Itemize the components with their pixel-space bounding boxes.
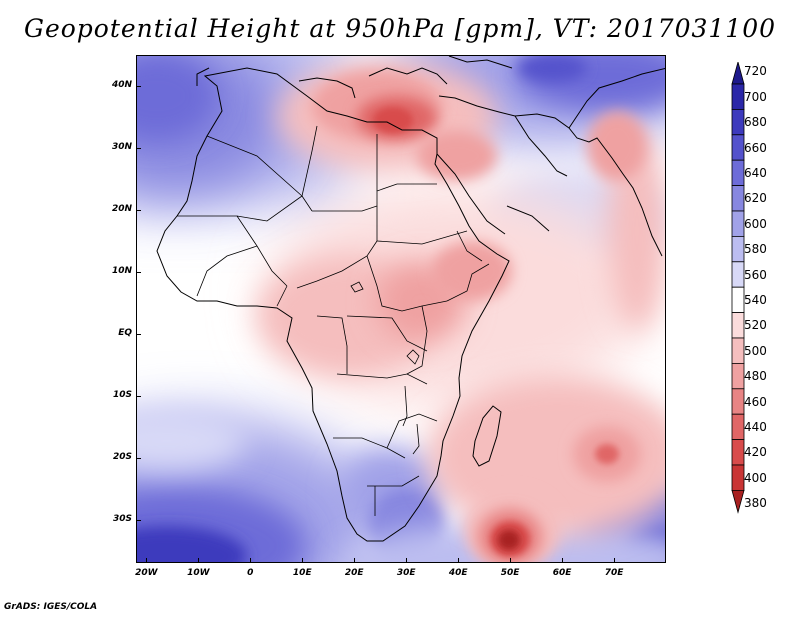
geopotential-height-map <box>137 56 665 562</box>
colorbar-label: 380 <box>744 496 767 511</box>
colorbar-label: 480 <box>744 369 767 384</box>
y-axis-tick <box>136 333 141 335</box>
y-axis-tick <box>136 519 141 521</box>
y-axis-label: 20N <box>111 203 132 214</box>
colorbar-cell <box>731 261 745 288</box>
y-axis-label: EQ <box>118 327 132 338</box>
colorbar-label: 520 <box>744 318 767 333</box>
x-axis-label: 0 <box>247 568 254 578</box>
colorbar-label: 440 <box>744 419 767 434</box>
x-axis-tick <box>458 558 460 563</box>
x-axis-label: 50E <box>500 568 520 578</box>
x-axis-label: 20E <box>344 568 364 578</box>
colorbar-label: 560 <box>744 267 767 282</box>
x-axis-label: 10E <box>292 568 312 578</box>
colorbar-label: 620 <box>744 191 767 206</box>
colorbar-label: 640 <box>744 165 767 180</box>
x-axis-tick <box>146 558 148 563</box>
y-axis-tick <box>136 147 141 149</box>
x-axis-tick <box>198 558 200 563</box>
colorbar-bottom-arrow <box>731 489 745 514</box>
colorbar-cell <box>731 159 745 186</box>
map-title: Geopotential Height at 950hPa [gpm], VT:… <box>23 14 777 43</box>
coastlines <box>156 56 665 542</box>
colorbar-cell <box>731 337 745 364</box>
x-axis-tick <box>406 558 408 563</box>
x-axis-label: 30E <box>396 568 416 578</box>
colorbar-label: 660 <box>744 140 767 155</box>
x-axis-label: 10W <box>187 568 210 578</box>
country-borders <box>177 125 490 516</box>
colorbar-cell <box>731 362 745 390</box>
lakes <box>350 281 420 455</box>
colorbar-cell <box>731 413 745 441</box>
colorbar-label: 420 <box>744 445 767 460</box>
y-axis-tick <box>136 209 141 211</box>
colorbar <box>731 62 745 514</box>
colorbar-label: 500 <box>744 343 767 358</box>
y-axis-tick <box>136 271 141 273</box>
x-axis-label: 40E <box>448 568 468 578</box>
y-axis-tick <box>136 457 141 459</box>
colorbar-cell <box>731 388 745 415</box>
colorbar-cell <box>731 312 745 339</box>
colorbar-label: 700 <box>744 89 767 104</box>
grads-credit: GrADS: IGES/COLA <box>4 602 98 612</box>
y-axis-tick <box>136 395 141 397</box>
colorbar-cell <box>731 109 745 136</box>
colorbar-cell <box>731 185 745 212</box>
colorbar-cell <box>731 210 745 237</box>
x-axis-tick <box>614 558 616 563</box>
x-axis-tick <box>250 558 252 563</box>
y-axis-label: 40N <box>111 79 132 90</box>
x-axis-tick <box>302 558 304 563</box>
colorbar-label: 720 <box>744 64 767 79</box>
colorbar-top-arrow <box>731 62 745 85</box>
x-axis-label: 60E <box>552 568 572 578</box>
x-axis-tick <box>562 558 564 563</box>
y-axis-label: 10N <box>111 265 132 276</box>
colorbar-label: 580 <box>744 242 767 257</box>
colorbar-cell <box>731 235 745 263</box>
colorbar-label: 400 <box>744 470 767 485</box>
x-axis-tick <box>510 558 512 563</box>
colorbar-cell <box>731 134 745 161</box>
y-axis-label: 10S <box>112 389 132 400</box>
y-axis-label: 30S <box>112 513 132 524</box>
colorbar-label: 540 <box>744 292 767 307</box>
colorbar-cell <box>731 464 745 491</box>
colorbar-cell <box>731 83 745 110</box>
x-axis-label: 70E <box>604 568 624 578</box>
colorbar-label: 680 <box>744 115 767 130</box>
colorbar-label: 600 <box>744 216 767 231</box>
colorbar-cell <box>731 286 745 313</box>
x-axis-label: 20W <box>135 568 158 578</box>
colorbar-label: 460 <box>744 394 767 409</box>
colorbar-cell <box>731 439 745 466</box>
y-axis-label: 20S <box>112 451 132 462</box>
y-axis-label: 30N <box>111 141 132 152</box>
map-panel[interactable] <box>136 55 666 563</box>
x-axis-tick <box>354 558 356 563</box>
y-axis-tick <box>136 85 141 87</box>
